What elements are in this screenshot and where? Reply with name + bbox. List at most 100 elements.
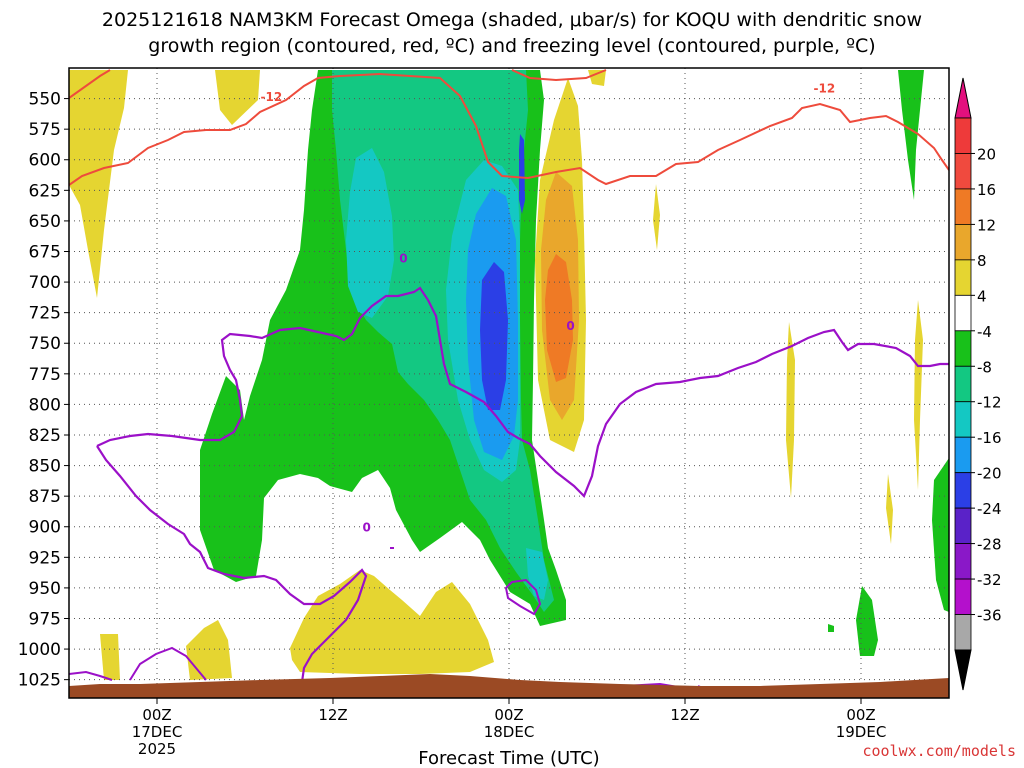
freezing-level-contour-bottom-left-2 (129, 646, 207, 681)
colorbar-band (954, 259, 972, 296)
freezing-level-contour-bottom-left (69, 670, 113, 681)
contour-labels: -12 -12 0 0 0 (261, 82, 836, 535)
x-tick-label: 00Z (846, 706, 875, 724)
descent-shading-top-small-2 (588, 70, 606, 86)
colorbar-label: -24 (977, 500, 1002, 518)
y-tick-label: 850 (29, 457, 61, 477)
y-tick-label: 725 (29, 304, 61, 324)
colorbar-band-top (954, 77, 972, 119)
colorbar-label: -4 (977, 323, 992, 341)
ascent-shading-small-dot (828, 624, 834, 632)
y-axis: 550 575 600 625 650 675 700 725 750 775 800 825 850 8… (18, 90, 69, 691)
colorbar-band (954, 614, 972, 651)
y-tick-label: 825 (29, 426, 61, 446)
y-tick-label: 700 (29, 273, 61, 293)
descent-shading-column-5 (886, 474, 893, 544)
x-tick-label: 12Z (318, 706, 347, 724)
colorbar-band (954, 223, 972, 261)
x-tick-label: 19DEC (836, 723, 887, 741)
y-tick-label: 975 (29, 609, 61, 629)
omega-shading (69, 70, 949, 680)
x-tick-label: 00Z (142, 706, 171, 724)
colorbar-label: -28 (977, 536, 1002, 554)
y-tick-label: 950 (29, 579, 61, 599)
freezing-level-contour-label: 0 (363, 521, 371, 535)
colorbar-band (954, 507, 972, 544)
y-tick-label: 650 (29, 212, 61, 232)
x-tick-label: 12Z (670, 706, 699, 724)
descent-shading-bottom-left-2 (186, 620, 232, 680)
colorbar-label: -16 (977, 429, 1002, 447)
ground-surface (69, 674, 949, 698)
brand-watermark: coolwx.com/models (862, 742, 1016, 760)
x-tick-label: 2025 (138, 740, 176, 758)
descent-shading-bottom-left-1 (100, 634, 120, 680)
colorbar-band (954, 401, 972, 438)
dendritic-min12-contour-main (69, 72, 949, 186)
ascent-shading-max-core (480, 262, 508, 410)
colorbar-label: 8 (977, 252, 987, 270)
plot-area (69, 68, 949, 698)
x-tick-label: 00Z (494, 706, 523, 724)
colorbar-label: 20 (977, 145, 996, 163)
y-tick-label: 800 (29, 395, 61, 415)
colorbar-label: -36 (977, 607, 1002, 625)
y-tick-label: 550 (29, 90, 61, 110)
chart-title-line-2: growth region (contoured, red, ºC) and f… (148, 35, 875, 57)
descent-shading-column-4 (914, 300, 923, 490)
dendritic-min12-contour-left (69, 69, 111, 99)
colorbar-label: -8 (977, 358, 992, 376)
y-tick-label: 750 (29, 334, 61, 354)
y-tick-label: 900 (29, 518, 61, 538)
y-tick-label: 575 (29, 120, 61, 140)
colorbar-band (954, 294, 972, 332)
freezing-level-contour-small (504, 578, 542, 616)
descent-shading-top-mid (215, 70, 260, 125)
dendritic-min12-contour-label: -12 (261, 90, 283, 104)
colorbar-band (954, 365, 972, 403)
colorbar-band (954, 578, 972, 615)
y-tick-label: 925 (29, 548, 61, 568)
colorbar-label: -20 (977, 465, 1002, 483)
colorbar-label: -12 (977, 394, 1002, 412)
colorbar-band (954, 330, 972, 367)
y-tick-label: 625 (29, 181, 61, 201)
ascent-shading-max-core-upper (519, 134, 525, 214)
y-tick-label: 600 (29, 151, 61, 171)
colorbar: 20 16 12 8 4 -4 -8 -12 -16 -20 -24 -28 -32 -36 (954, 77, 1002, 691)
freezing-level-contour-main (96, 286, 949, 498)
colorbar-band-bottom (954, 649, 972, 691)
descent-shading-bottom-center (290, 570, 494, 674)
ascent-shading-strong (346, 148, 394, 318)
colorbar-band (954, 153, 972, 190)
colorbar-label: 4 (977, 287, 987, 305)
dendritic-min12-contour-top (511, 69, 607, 82)
freezing-level-contour-label: 0 (399, 252, 407, 266)
x-tick-label: 17DEC (132, 723, 183, 741)
dendritic-min12-contour-label: -12 (813, 82, 835, 96)
x-tick-label: 18DEC (484, 723, 535, 741)
freezing-level-contour-lower (96, 445, 368, 683)
colorbar-band (954, 436, 972, 474)
x-axis-title: Forecast Time (UTC) (418, 748, 599, 768)
descent-shading-column-2 (653, 184, 660, 250)
colorbar-label: 12 (977, 216, 996, 234)
colorbar-band (954, 472, 972, 509)
freezing-level-contour-label: 0 (566, 319, 574, 333)
grid-lines (69, 68, 949, 698)
y-tick-label: 875 (29, 487, 61, 507)
y-tick-label: 1000 (18, 640, 61, 660)
y-tick-label: 1025 (18, 671, 61, 691)
colorbar-band (954, 117, 972, 154)
y-tick-label: 675 (29, 242, 61, 262)
y-tick-label: 775 (29, 365, 61, 385)
descent-shading-column-3 (786, 322, 795, 498)
ascent-shading-strong-3 (526, 548, 548, 600)
descent-shading-upper-left (69, 70, 128, 298)
ascent-shading-weak-right (898, 70, 924, 200)
chart-title-line-1: 2025121618 NAM3KM Forecast Omega (shaded… (102, 9, 922, 31)
colorbar-band (954, 543, 972, 580)
colorbar-label: -32 (977, 571, 1002, 589)
colorbar-label: 16 (977, 181, 996, 199)
